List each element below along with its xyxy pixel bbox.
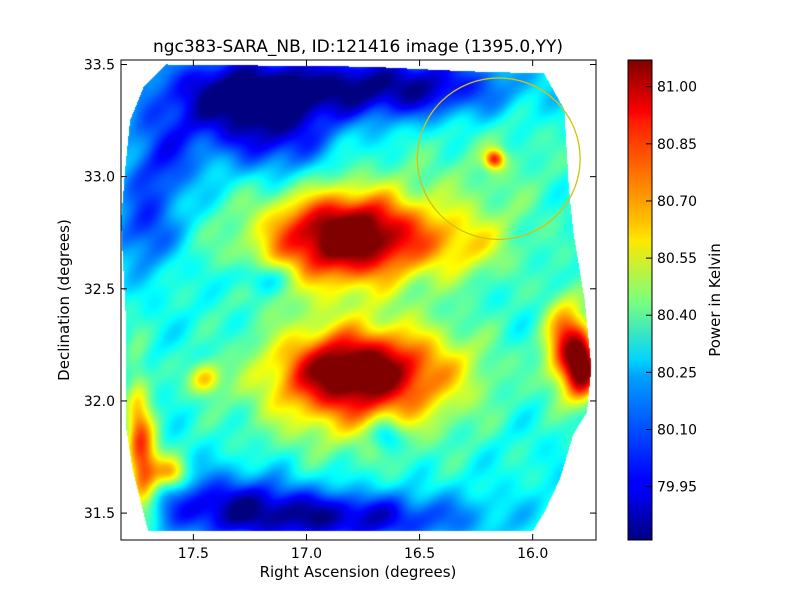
region-circle: [416, 77, 581, 241]
colorbar: 79.95 80.10 80.25 80.40 80.55 80.70 80.85 81.00…: [627, 59, 724, 541]
heatmap-image-container: [121, 60, 596, 540]
x-tick-label: 16.0: [517, 546, 548, 562]
x-axis-label: Right Ascension (degrees): [260, 563, 457, 581]
colorbar-tick-label: 80.25: [657, 365, 697, 381]
y-axis: 31.5 32.0 32.5 33.0 33.5: [84, 57, 596, 522]
colorbar-gradient: [627, 59, 653, 541]
y-tick-label: 32.5: [84, 282, 115, 298]
y-tick-label: 31.5: [84, 506, 115, 522]
plot-frame: [120, 59, 597, 541]
x-axis: 17.5 17.0 16.5 16.0: [178, 60, 548, 562]
colorbar-tick-label: 80.55: [657, 251, 697, 267]
y-tick-label: 32.0: [84, 394, 115, 410]
chart-title: ngc383-SARA_NB, ID:121416 image (1395.0,…: [153, 37, 563, 57]
x-tick-label: 17.5: [178, 546, 209, 562]
y-tick-label: 33.5: [84, 57, 115, 73]
plot-area: [120, 59, 597, 541]
colorbar-tick-label: 80.10: [657, 423, 697, 439]
colorbar-ticks: 79.95 80.10 80.25 80.40 80.55 80.70 80.85 81.00: [646, 80, 697, 496]
colorbar-tick-label: 80.70: [657, 194, 697, 210]
colorbar-label: Power in Kelvin: [706, 243, 724, 357]
y-tick-label: 33.0: [84, 170, 115, 186]
colorbar-tick-label: 80.40: [657, 308, 697, 324]
colorbar-tick-label: 79.95: [657, 480, 697, 496]
y-axis-label: Declination (degrees): [55, 219, 73, 381]
heatmap-image: [121, 60, 596, 540]
colorbar-tick-label: 81.00: [657, 80, 697, 96]
x-tick-label: 16.5: [404, 546, 435, 562]
colorbar-tick-label: 80.85: [657, 137, 697, 153]
x-tick-label: 17.0: [291, 546, 322, 562]
